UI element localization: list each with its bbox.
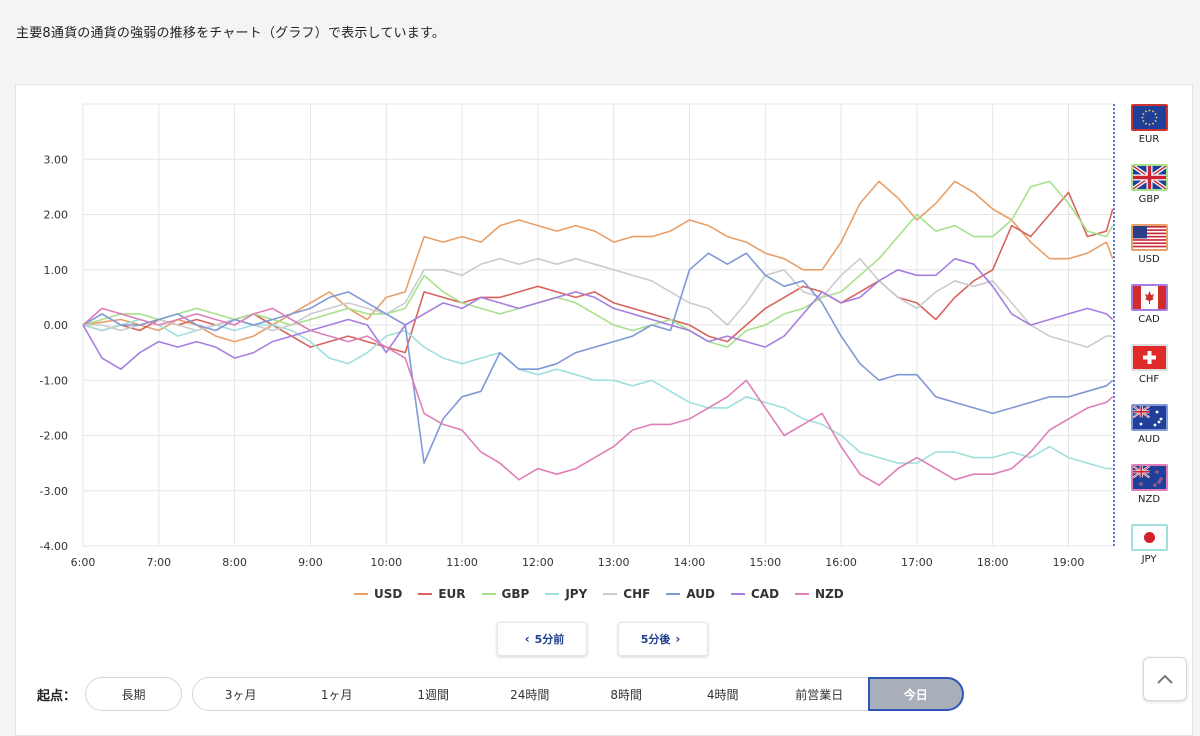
legend-label: NZD [815, 587, 844, 601]
flag-item-usd[interactable]: USD [1127, 224, 1171, 265]
y-tick-label: 1.00 [44, 264, 69, 277]
range-option-0[interactable]: 3ヶ月 [192, 677, 290, 711]
legend-swatch [666, 593, 681, 595]
series-line-gbp [82, 180, 1114, 348]
y-tick-label: -1.00 [40, 374, 68, 387]
x-tick-label: 12:00 [522, 556, 554, 569]
legend-item-nzd[interactable]: NZD [795, 587, 844, 601]
scroll-to-top-button[interactable] [1143, 657, 1187, 701]
flag-code-label: GBP [1138, 194, 1160, 205]
y-tick-label: -2.00 [40, 430, 68, 443]
flag-code-label: CHF [1138, 374, 1160, 385]
series-line-nzd [82, 307, 1114, 487]
series-line-usd [82, 180, 1114, 343]
legend-swatch [795, 593, 810, 595]
ch-flag-icon [1130, 344, 1168, 371]
next-5min-button[interactable]: 5分後 › [618, 622, 708, 656]
y-tick-label: 2.00 [44, 209, 69, 222]
legend-label: AUD [686, 587, 715, 601]
x-tick-label: 9:00 [298, 556, 323, 569]
legend-label: JPY [565, 587, 588, 601]
flag-code-label: USD [1138, 254, 1160, 265]
x-tick-label: 13:00 [598, 556, 630, 569]
flag-item-eur[interactable]: EUR [1127, 104, 1171, 145]
range-option-3[interactable]: 24時間 [481, 677, 579, 711]
legend-swatch [730, 593, 745, 595]
x-tick-label: 16:00 [825, 556, 857, 569]
y-tick-label: -3.00 [40, 485, 68, 498]
range-option-5[interactable]: 4時間 [674, 677, 772, 711]
flag-item-cad[interactable]: CAD [1127, 284, 1171, 325]
us-flag-icon [1130, 224, 1168, 251]
legend-swatch [354, 593, 368, 595]
flag-code-label: JPY [1141, 554, 1157, 565]
next-5min-label: 5分後 [640, 633, 671, 646]
legend-item-gbp[interactable]: GBP [481, 587, 530, 601]
x-tick-label: 17:00 [901, 556, 933, 569]
flag-item-gbp[interactable]: GBP [1127, 164, 1171, 205]
range-long-button[interactable]: 長期 [85, 677, 182, 711]
flag-code-label: NZD [1137, 494, 1161, 505]
range-option-7[interactable]: 今日 [867, 677, 964, 711]
series-line-jpy [82, 318, 1113, 470]
au-flag-icon [1130, 404, 1168, 431]
series-line-aud [82, 252, 1114, 464]
currency-strength-chart: 3.00 2.00 1.00 0.00 -1.00 -2.00 -3.00 -4.006:00… [40, 103, 1115, 569]
legend-item-jpy[interactable]: JPY [545, 587, 587, 601]
x-tick-label: 15:00 [749, 556, 781, 569]
jp-flag-icon [1130, 524, 1168, 551]
uk-flag-icon [1130, 164, 1168, 191]
series-line-chf [83, 257, 1113, 348]
x-tick-label: 7:00 [146, 556, 171, 569]
legend-label: EUR [438, 587, 466, 601]
y-tick-label: 3.00 [44, 153, 69, 166]
y-tick-label: 0.00 [44, 319, 69, 332]
legend-swatch [545, 593, 560, 595]
x-tick-label: 8:00 [222, 556, 247, 569]
chevron-left-icon: ‹ [524, 632, 530, 646]
x-tick-label: 10:00 [370, 556, 402, 569]
flag-item-aud[interactable]: AUD [1127, 404, 1171, 445]
prev-5min-button[interactable]: ‹ 5分前 [497, 622, 587, 656]
prev-5min-label: 5分前 [534, 633, 565, 646]
flag-item-chf[interactable]: CHF [1127, 344, 1171, 385]
eu-flag-icon [1130, 104, 1168, 131]
chevron-right-icon: › [675, 632, 681, 646]
range-option-4[interactable]: 8時間 [578, 677, 676, 711]
legend-swatch [603, 593, 618, 595]
legend-item-cad[interactable]: CAD [730, 587, 780, 601]
legend-swatch [418, 593, 433, 595]
series-line-cad [82, 257, 1114, 371]
flag-item-nzd[interactable]: NZD [1127, 464, 1171, 505]
legend-item-eur[interactable]: EUR [418, 587, 466, 601]
x-tick-label: 6:00 [71, 556, 96, 569]
legend-item-aud[interactable]: AUD [666, 587, 715, 601]
flag-code-label: AUD [1138, 434, 1160, 445]
legend-item-usd[interactable]: USD [354, 587, 402, 601]
flag-item-jpy[interactable]: JPY [1127, 524, 1171, 565]
range-option-2[interactable]: 1週間 [385, 677, 483, 711]
x-tick-label: 14:00 [674, 556, 706, 569]
legend-item-chf[interactable]: CHF [603, 587, 650, 601]
x-tick-label: 18:00 [977, 556, 1009, 569]
series-line-eur [82, 191, 1114, 354]
ca-flag-icon [1130, 284, 1168, 311]
x-tick-label: 19:00 [1053, 556, 1085, 569]
legend-label: CAD [750, 587, 780, 601]
range-option-6[interactable]: 前営業日 [771, 677, 869, 711]
legend-label: USD [374, 587, 403, 601]
legend-label: GBP [501, 587, 530, 601]
x-tick-label: 11:00 [446, 556, 478, 569]
nz-flag-icon [1130, 464, 1168, 491]
legend-swatch [481, 593, 496, 595]
legend-label: CHF [623, 587, 651, 601]
intro-text: 主要8通貨の通貨の強弱の推移をチャート（グラフ）で表示しています。 [16, 26, 446, 41]
range-option-1[interactable]: 1ヶ月 [288, 677, 386, 711]
flag-code-label: CAD [1138, 314, 1160, 325]
chart-legend: USD EUR GBP JPY CHF AUD CAD NZD [354, 585, 860, 603]
range-start-label: 起点： [37, 689, 77, 704]
y-tick-label: -4.00 [40, 540, 68, 553]
chevron-up-icon [1157, 674, 1173, 684]
flag-code-label: EUR [1138, 134, 1160, 145]
